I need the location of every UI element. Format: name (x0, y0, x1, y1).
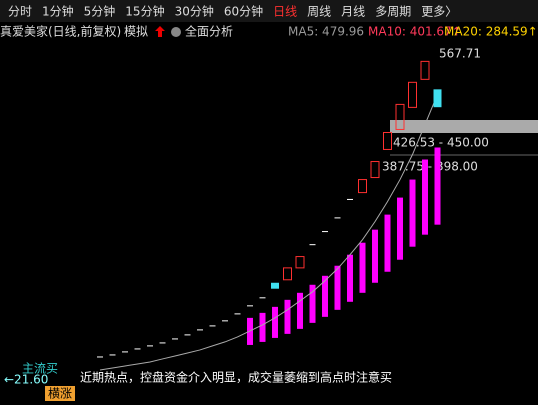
tab[interactable]: 周线 (307, 5, 331, 19)
candle (295, 256, 305, 269)
ma20: MA20: 284.59↑ (444, 25, 538, 39)
tab[interactable]: 日线 (273, 5, 297, 19)
candle (358, 179, 367, 194)
band-bar (397, 197, 403, 260)
band-bar (409, 179, 416, 247)
zone-box (390, 120, 538, 133)
high-label: 567.71 (439, 47, 481, 61)
analysis[interactable]: 全面分析 (185, 24, 233, 39)
candle (395, 103, 405, 130)
dropdown-icon[interactable] (171, 27, 181, 37)
note-left: 主流买 (22, 362, 58, 376)
candle (271, 282, 279, 289)
band-bar (322, 275, 328, 317)
band-bar (297, 292, 303, 329)
tab[interactable]: 更多〉 (421, 5, 457, 19)
zone-label: 387.75 - 398.00 (382, 160, 478, 174)
mode[interactable]: 模拟 (124, 25, 148, 39)
band-bar (372, 229, 378, 283)
candle (383, 131, 392, 150)
ma5: MA5: 479.96 (288, 25, 364, 39)
candle (433, 89, 442, 108)
band-bar (334, 265, 341, 310)
toolbar (0, 0, 538, 22)
zone-label: 426.53 - 450.00 (393, 136, 489, 150)
candle (408, 81, 417, 108)
tab[interactable]: 分时 (8, 5, 32, 19)
band-bar (309, 284, 316, 323)
band-bar (284, 299, 291, 334)
low-label: ←21.60 (4, 373, 48, 387)
tab[interactable]: 30分钟 (175, 4, 214, 19)
band-bar (259, 312, 266, 342)
band-bar (272, 306, 278, 338)
band-bar (422, 159, 428, 235)
tab[interactable]: 多周期 (375, 5, 411, 19)
candle (370, 161, 380, 179)
band-bar (384, 214, 391, 272)
tab[interactable]: 60分钟 (224, 4, 263, 19)
tag-box (45, 386, 75, 401)
ma-line (99, 94, 438, 371)
tab[interactable]: 15分钟 (125, 4, 164, 19)
note: 近期热点，控盘资金介入明显，成交量萎缩到高点时注意买 (80, 370, 392, 385)
band-bar (347, 254, 353, 302)
tag: 横涨 (48, 386, 72, 401)
up-arrow (155, 26, 165, 37)
stock-name: 真爱美家(日线,前复权) (0, 24, 121, 39)
band-bar (359, 242, 366, 293)
tab[interactable]: 1分钟 (42, 4, 74, 19)
candle (420, 60, 430, 80)
tab[interactable]: 月线 (341, 5, 365, 19)
band-bar (434, 147, 441, 225)
tab[interactable]: 5分钟 (84, 4, 116, 19)
candle (283, 267, 292, 281)
ma10: MA10: 401.67↑ (368, 25, 462, 39)
